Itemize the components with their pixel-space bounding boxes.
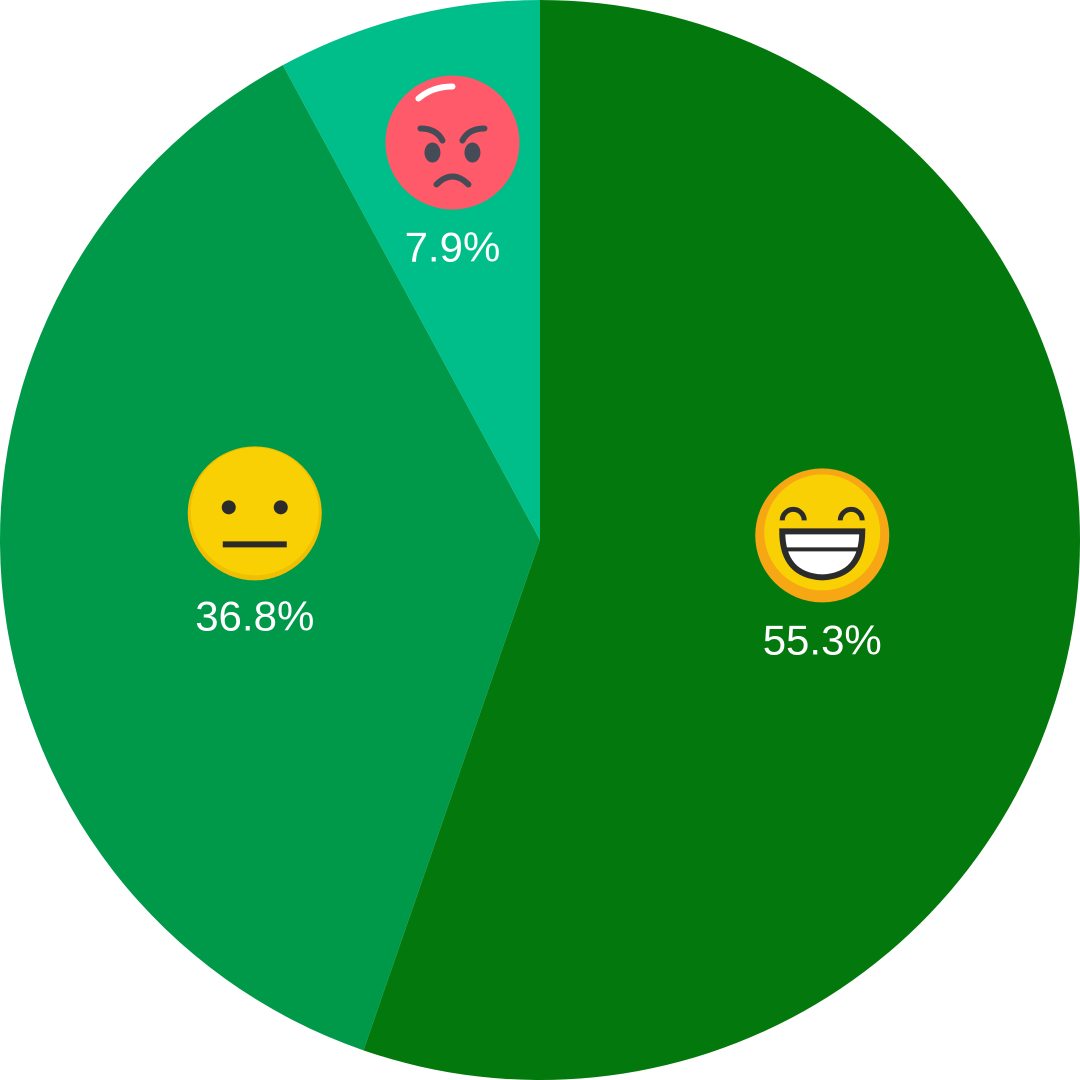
emoji-icon [755,468,889,602]
emoji-icon [188,446,322,580]
pie-slice [363,0,1080,1080]
value-label: 36.8% [195,592,314,639]
emoji-icon [385,76,519,210]
value-label: 55.3% [763,617,882,664]
value-label: 7.9% [405,224,501,271]
